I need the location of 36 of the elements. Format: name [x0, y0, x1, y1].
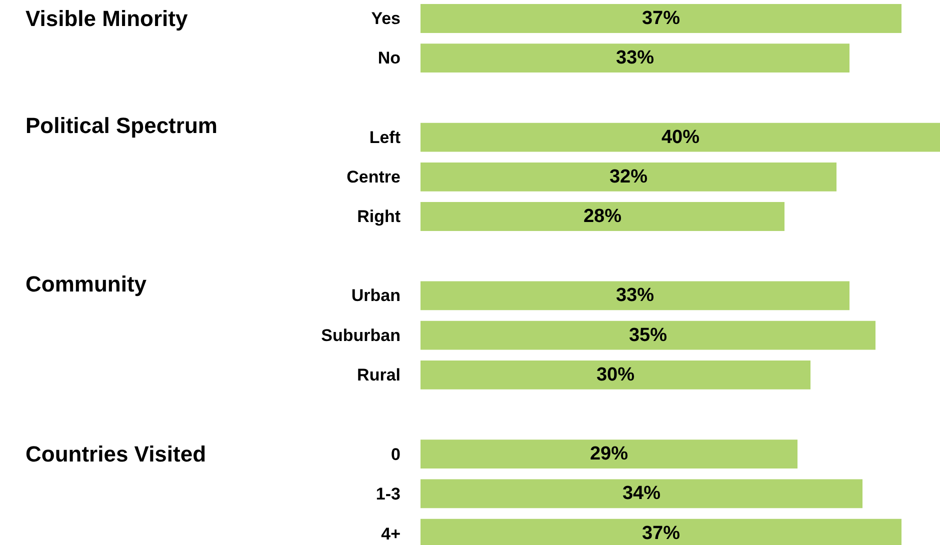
data-label: 29%: [590, 444, 628, 465]
data-label: 28%: [583, 206, 622, 227]
data-label: 40%: [661, 126, 700, 148]
y-tick-label: Left: [369, 128, 401, 147]
bar: [420, 440, 798, 469]
text: Countries Visited: [26, 442, 206, 467]
y-tick-label: Urban: [351, 286, 401, 306]
data-label: 33%: [616, 48, 654, 69]
bar: [420, 162, 836, 192]
bar: [420, 479, 862, 508]
bar: [420, 202, 784, 231]
bar: [420, 4, 902, 33]
y-tick-label: 4+: [381, 524, 401, 544]
y-tick-label: No: [378, 48, 401, 68]
bar: [420, 44, 850, 73]
y-tick-label: 1-3: [376, 484, 401, 504]
text: Political Spectrum: [26, 112, 218, 138]
data-label: 35%: [628, 324, 668, 346]
bar: [420, 281, 850, 310]
bar: [420, 122, 940, 152]
y-tick-label: Right: [357, 207, 401, 226]
y-tick-label: Centre: [346, 167, 401, 186]
y-tick-label: Yes: [371, 9, 400, 28]
data-label: 30%: [596, 364, 635, 386]
text: Visible Minority: [26, 6, 188, 31]
y-tick-label: Suburban: [321, 326, 401, 345]
bar: [420, 360, 810, 390]
y-tick-label: 0: [391, 445, 401, 464]
data-label: 32%: [609, 166, 648, 188]
y-tick-label: Rural: [357, 365, 401, 384]
bar: [420, 320, 876, 350]
data-label: 37%: [642, 8, 680, 29]
data-label: 34%: [622, 483, 661, 504]
data-label: 37%: [642, 522, 680, 544]
data-label: 33%: [616, 285, 654, 306]
text: Community: [26, 271, 148, 296]
